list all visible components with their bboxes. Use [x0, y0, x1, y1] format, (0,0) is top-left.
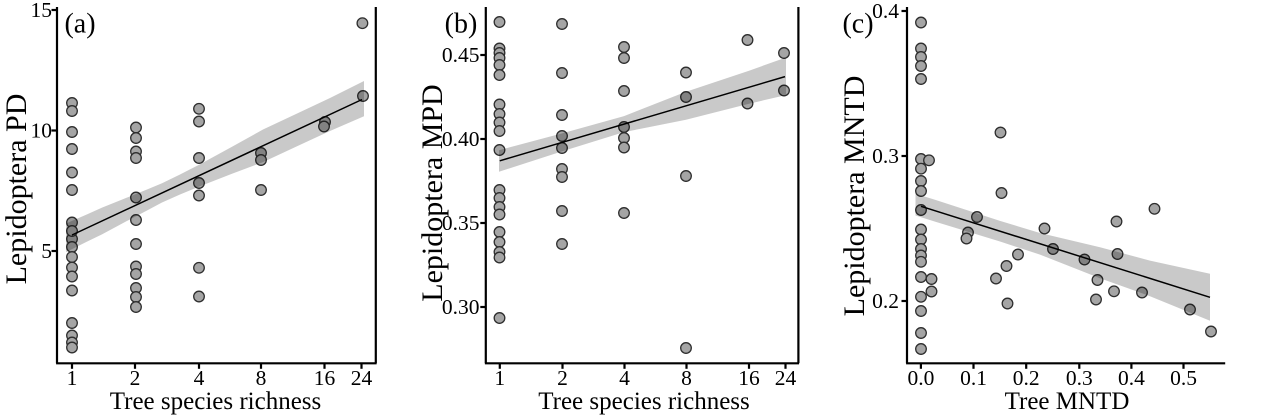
svg-text:0.40: 0.40: [442, 127, 480, 151]
svg-text:Lepidoptera MPD: Lepidoptera MPD: [416, 84, 449, 301]
svg-text:(a): (a): [64, 9, 95, 40]
svg-text:1: 1: [494, 366, 505, 390]
svg-text:5: 5: [41, 239, 52, 263]
svg-text:Tree species richness: Tree species richness: [538, 388, 750, 415]
svg-text:4: 4: [619, 366, 630, 390]
svg-text:0.2: 0.2: [872, 289, 899, 313]
svg-text:8: 8: [681, 366, 692, 390]
svg-text:2: 2: [130, 366, 141, 390]
svg-text:16: 16: [314, 366, 336, 390]
svg-text:(c): (c): [842, 9, 873, 40]
svg-text:24: 24: [775, 366, 797, 390]
svg-text:0.4: 0.4: [872, 0, 899, 23]
svg-text:Tree species richness: Tree species richness: [110, 388, 322, 415]
svg-text:0.1: 0.1: [960, 366, 987, 390]
svg-text:Tree MNTD: Tree MNTD: [1005, 388, 1130, 415]
svg-text:0.30: 0.30: [442, 295, 480, 319]
svg-text:Lepidoptera MNTD: Lepidoptera MNTD: [838, 76, 871, 317]
svg-text:2: 2: [557, 366, 568, 390]
svg-text:0.3: 0.3: [872, 144, 899, 168]
svg-text:0.5: 0.5: [1170, 366, 1197, 390]
svg-text:15: 15: [31, 0, 53, 22]
svg-text:Lepidoptera PD: Lepidoptera PD: [0, 94, 33, 285]
svg-text:4: 4: [194, 366, 205, 390]
svg-text:0.45: 0.45: [442, 43, 480, 67]
svg-text:0.35: 0.35: [442, 211, 480, 235]
svg-text:1: 1: [67, 366, 78, 390]
svg-text:0.0: 0.0: [907, 366, 934, 390]
svg-text:8: 8: [256, 366, 267, 390]
svg-text:(b): (b): [445, 9, 478, 40]
svg-text:0.2: 0.2: [1013, 366, 1040, 390]
svg-text:10: 10: [31, 119, 53, 143]
svg-text:0.3: 0.3: [1066, 366, 1093, 390]
svg-text:16: 16: [738, 366, 760, 390]
svg-text:24: 24: [351, 366, 373, 390]
svg-text:0.4: 0.4: [1118, 366, 1145, 390]
